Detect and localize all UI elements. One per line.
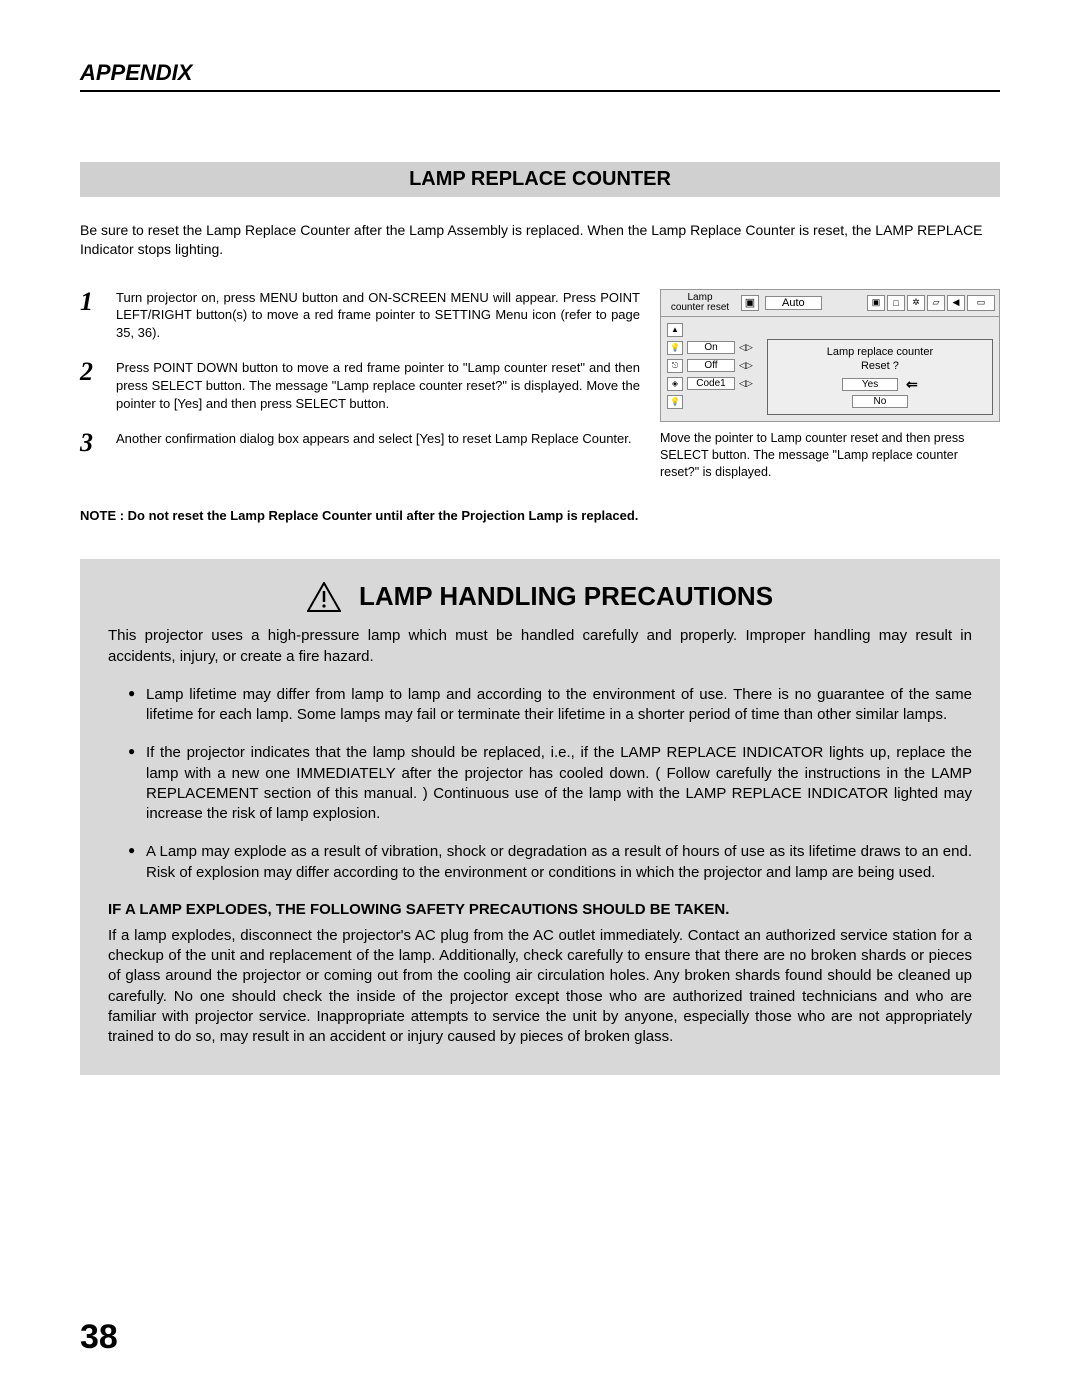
menu-option-code: Code1	[687, 377, 735, 390]
explosion-subhead: IF A LAMP EXPLODES, THE FOLLOWING SAFETY…	[108, 901, 972, 918]
lr-arrow-icon: ◁▷	[739, 378, 753, 389]
lr-arrow-icon: ◁▷	[739, 360, 753, 371]
explosion-text: If a lamp explodes, disconnect the proje…	[108, 926, 972, 1048]
lr-arrow-icon: ◁▷	[739, 342, 753, 353]
menu-row: ◈ Code1 ◁▷	[667, 377, 753, 391]
menu-auto-button: Auto	[765, 296, 822, 310]
menu-row: 💡	[667, 395, 753, 409]
precautions-title: LAMP HANDLING PRECAUTIONS	[359, 581, 773, 612]
page-header: APPENDIX	[80, 60, 1000, 86]
menu-icon: ▣	[741, 295, 759, 311]
steps-column: 1 Turn projector on, press MENU button a…	[80, 289, 640, 481]
step-number: 3	[80, 430, 102, 456]
menu-icon: ✲	[907, 295, 925, 311]
lamp-icon: 💡	[667, 341, 683, 355]
menu-left-list: ▲ 💡 On ◁▷ ⎋ Off ◁▷ ◈	[667, 323, 753, 415]
reset-dialog: Lamp replace counter Reset ? Yes ⇐ No	[767, 339, 993, 415]
header-rule	[80, 90, 1000, 92]
menu-figure: Lamp counter reset ▣ Auto ▣ □ ✲ ▱ ◀ ▭	[660, 289, 1000, 481]
lamp-reset-icon: 💡	[667, 395, 683, 409]
step-number: 1	[80, 289, 102, 342]
menu-option-off: Off	[687, 359, 735, 372]
pointer-left-icon: ⇐	[906, 376, 918, 393]
menu-row: 💡 On ◁▷	[667, 341, 753, 355]
remote-icon: ◈	[667, 377, 683, 391]
menu-topbar: Lamp counter reset ▣ Auto ▣ □ ✲ ▱ ◀ ▭	[661, 290, 999, 317]
menu-label: Lamp counter reset	[665, 293, 735, 313]
dialog-title: Lamp replace counter	[776, 346, 984, 358]
step-text: Press POINT DOWN button to move a red fr…	[116, 359, 640, 412]
warning-triangle-icon	[307, 582, 341, 612]
menu-option-on: On	[687, 341, 735, 354]
step-number: 2	[80, 359, 102, 412]
dialog-subtitle: Reset ?	[776, 360, 984, 372]
up-arrow-icon: ▲	[667, 323, 683, 337]
dialog-no-button: No	[852, 395, 908, 408]
dialog-yes-button: Yes	[842, 378, 898, 391]
menu-icon: ◀	[947, 295, 965, 311]
section-heading-lamp-counter: LAMP REPLACE COUNTER	[80, 162, 1000, 197]
precautions-box: LAMP HANDLING PRECAUTIONS This projector…	[80, 559, 1000, 1075]
section-intro: Be sure to reset the Lamp Replace Counte…	[80, 221, 1000, 259]
menu-icon: ▭	[967, 295, 995, 311]
precautions-bullets: Lamp lifetime may differ from lamp to la…	[108, 685, 972, 883]
menu-icon-row: ▣ □ ✲ ▱ ◀ ▭	[867, 295, 995, 311]
bullet-item: Lamp lifetime may differ from lamp to la…	[128, 685, 972, 726]
menu-row: ▲	[667, 323, 753, 337]
note-text: NOTE : Do not reset the Lamp Replace Cou…	[80, 508, 1000, 523]
bullet-item: A Lamp may explode as a result of vibrat…	[128, 842, 972, 883]
step-text: Another confirmation dialog box appears …	[116, 430, 632, 456]
page-number: 38	[80, 1318, 118, 1357]
menu-icon: ▣	[867, 295, 885, 311]
step-text: Turn projector on, press MENU button and…	[116, 289, 640, 342]
precautions-intro: This projector uses a high-pressure lamp…	[108, 626, 972, 667]
figure-caption: Move the pointer to Lamp counter reset a…	[660, 430, 1000, 481]
menu-icon: ▱	[927, 295, 945, 311]
bullet-item: If the projector indicates that the lamp…	[128, 743, 972, 824]
osd-menu: Lamp counter reset ▣ Auto ▣ □ ✲ ▱ ◀ ▭	[660, 289, 1000, 422]
step-2: 2 Press POINT DOWN button to move a red …	[80, 359, 640, 412]
step-1: 1 Turn projector on, press MENU button a…	[80, 289, 640, 342]
menu-icon: □	[887, 295, 905, 311]
step-3: 3 Another confirmation dialog box appear…	[80, 430, 640, 456]
menu-label-line2: counter reset	[665, 303, 735, 313]
menu-row: ⎋ Off ◁▷	[667, 359, 753, 373]
power-icon: ⎋	[667, 359, 683, 373]
